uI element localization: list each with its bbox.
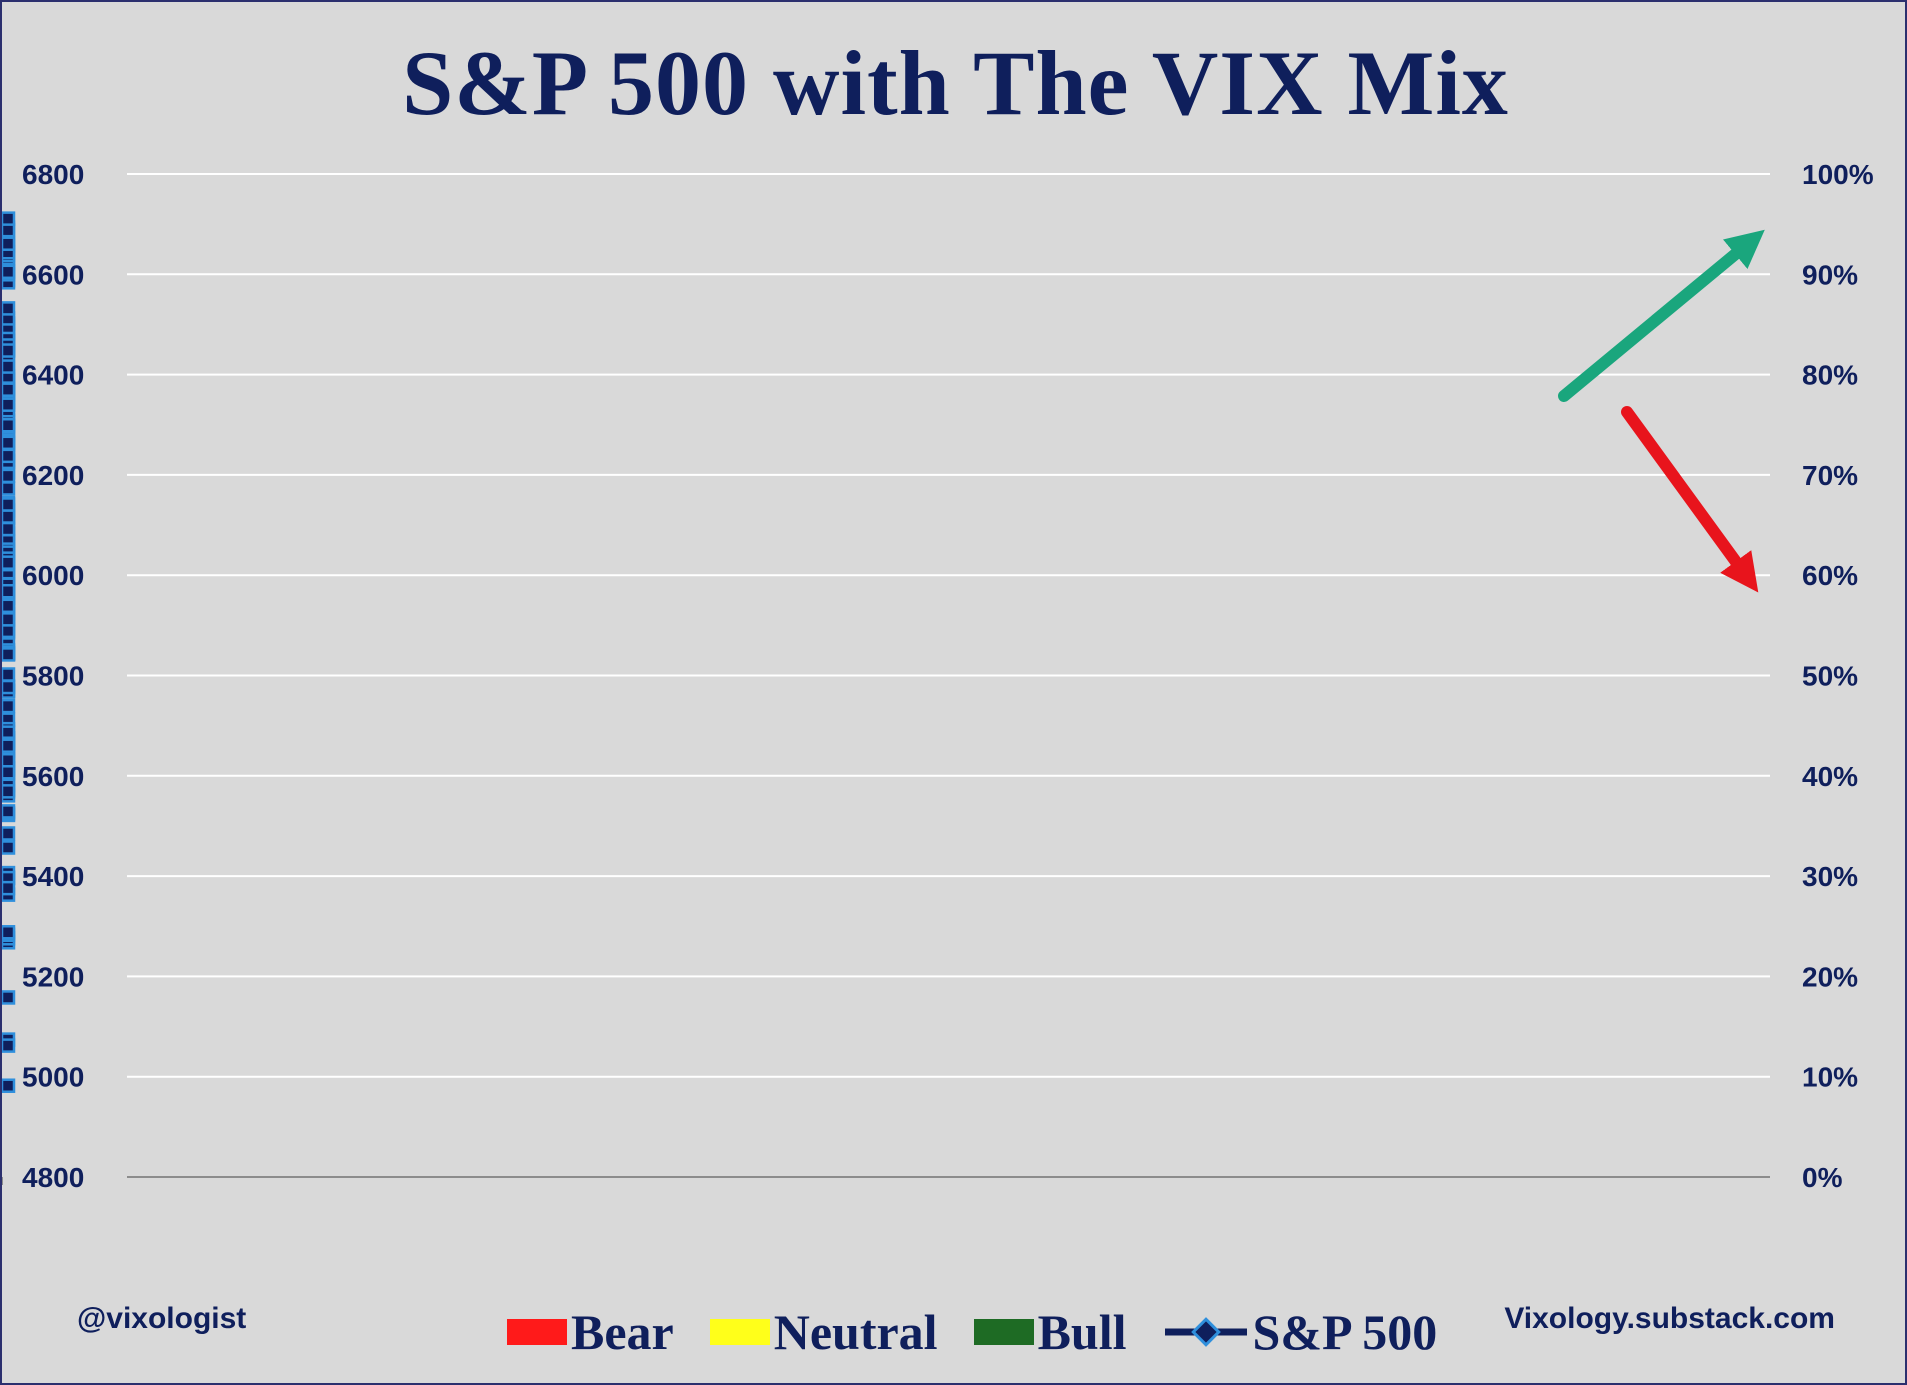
y-tick-label-left: 4800: [22, 1162, 84, 1193]
sp500-marker: [2, 418, 16, 433]
sp500-marker: [2, 481, 16, 496]
sp500-marker: [2, 1038, 16, 1053]
author-handle: @vixologist: [77, 1302, 247, 1335]
sp500-marker: [2, 784, 16, 799]
y-tick-label-left: 5200: [22, 961, 84, 992]
site-url: Vixology.substack.com: [1504, 1302, 1835, 1335]
sp500-marker: [2, 301, 16, 316]
legend-swatch-neutral: [709, 1319, 770, 1345]
y-tick-label-right: 50%: [1802, 661, 1858, 692]
sp500-marker: [2, 435, 16, 451]
y-tick-label-right: 90%: [1802, 259, 1858, 290]
sp500-marker: [2, 990, 16, 1005]
sp500-marker: [2, 698, 16, 714]
sp500-marker: [2, 359, 16, 374]
legend-label-sp500: S&P 500: [1252, 1304, 1438, 1360]
down-trend-arrow: [1621, 406, 1759, 593]
sp500-marker: [2, 583, 16, 599]
legend-item-bear: Bear: [507, 1303, 674, 1361]
legend-item-sp500: S&P 500: [1163, 1303, 1438, 1361]
sp500-marker: [2, 880, 16, 896]
sp500-marker: [2, 598, 16, 614]
sp500-marker: [2, 397, 16, 412]
sp500-marker: [2, 840, 16, 855]
sp500-marker: [2, 647, 16, 662]
gridlines: [127, 173, 1770, 1178]
sp500-marker: [2, 343, 16, 358]
sp500-marker: [2, 448, 16, 464]
sp500-marker: [2, 738, 16, 753]
legend-swatch-sp500: [1164, 1317, 1247, 1347]
sp500-marker: [2, 509, 16, 524]
legend-swatch-bear: [507, 1319, 567, 1345]
sp500-marker: [2, 1078, 16, 1093]
chart-title: S&P 500 with The VIX Mix: [402, 32, 1509, 134]
sp500-marker: [2, 555, 16, 570]
y-tick-label-right: 70%: [1802, 460, 1858, 491]
x-axis: 2/3/20253/3/20254/3/20255/3/20256/3/2025…: [2, 1176, 1770, 1215]
y-tick-label-left: 6400: [22, 360, 84, 391]
sp500-marker: [2, 211, 16, 226]
sp500-marker: [2, 765, 16, 780]
y-tick-label-right: 20%: [1802, 961, 1858, 992]
y-tick-label-left: 5600: [22, 761, 84, 792]
chart-legend: Bear Neutral Bull S&P 500: [507, 1302, 1437, 1362]
sp500-marker: [2, 667, 16, 682]
sp500-marker: [2, 623, 16, 639]
sp500-marker: [2, 753, 16, 768]
y-tick-label-right: 10%: [1802, 1062, 1858, 1093]
y-tick-label-right: 30%: [1802, 861, 1858, 892]
sp500-marker: [2, 497, 16, 512]
y-tick-label-right: 60%: [1802, 560, 1858, 591]
y-tick-label-left: 5800: [22, 661, 84, 692]
sp500-marker: [2, 264, 16, 280]
y-tick-label-left: 6200: [22, 460, 84, 491]
y-tick-label-right: 100%: [1802, 159, 1874, 190]
sp500-marker: [2, 804, 16, 819]
y-tick-label-left: 5400: [22, 861, 84, 892]
y-tick-label-left: 6600: [22, 259, 84, 290]
legend-label-bull: Bull: [1037, 1304, 1127, 1360]
legend-item-bull: Bull: [973, 1303, 1127, 1361]
legend-swatch-bull: [973, 1319, 1034, 1345]
y-tick-label-right: 80%: [1802, 360, 1858, 391]
sp500-marker: [2, 521, 16, 537]
sp500-marker: [2, 222, 16, 238]
sp500-marker: [2, 468, 16, 484]
sp500-marker: [2, 925, 16, 940]
sp500-marker: [2, 679, 16, 695]
sp500-marker: [2, 236, 16, 251]
y-tick-label-right: 0%: [1802, 1162, 1843, 1193]
y-axis-right: 0% 10% 20% 30% 40% 50% 60% 70% 80% 90% 100%: [1802, 159, 1874, 1193]
legend-item-neutral: Neutral: [709, 1303, 938, 1361]
y-tick-label-right: 40%: [1802, 761, 1858, 792]
sp500-marker: [2, 382, 16, 397]
up-trend-arrow: [1558, 229, 1765, 402]
y-tick-label-left: 6000: [22, 560, 84, 591]
y-tick-label-left: 6800: [22, 159, 84, 190]
sp500-marker: [2, 826, 16, 841]
sp500-marker: [2, 612, 16, 627]
legend-label-neutral: Neutral: [773, 1304, 938, 1360]
y-tick-label-left: 5000: [22, 1062, 84, 1093]
sp500-series: [2, 211, 16, 1093]
y-axis-left: 4800 5000 5200 5400 5600 5800 6000 6200 6400 6600…: [22, 159, 84, 1193]
legend-label-bear: Bear: [571, 1304, 674, 1360]
